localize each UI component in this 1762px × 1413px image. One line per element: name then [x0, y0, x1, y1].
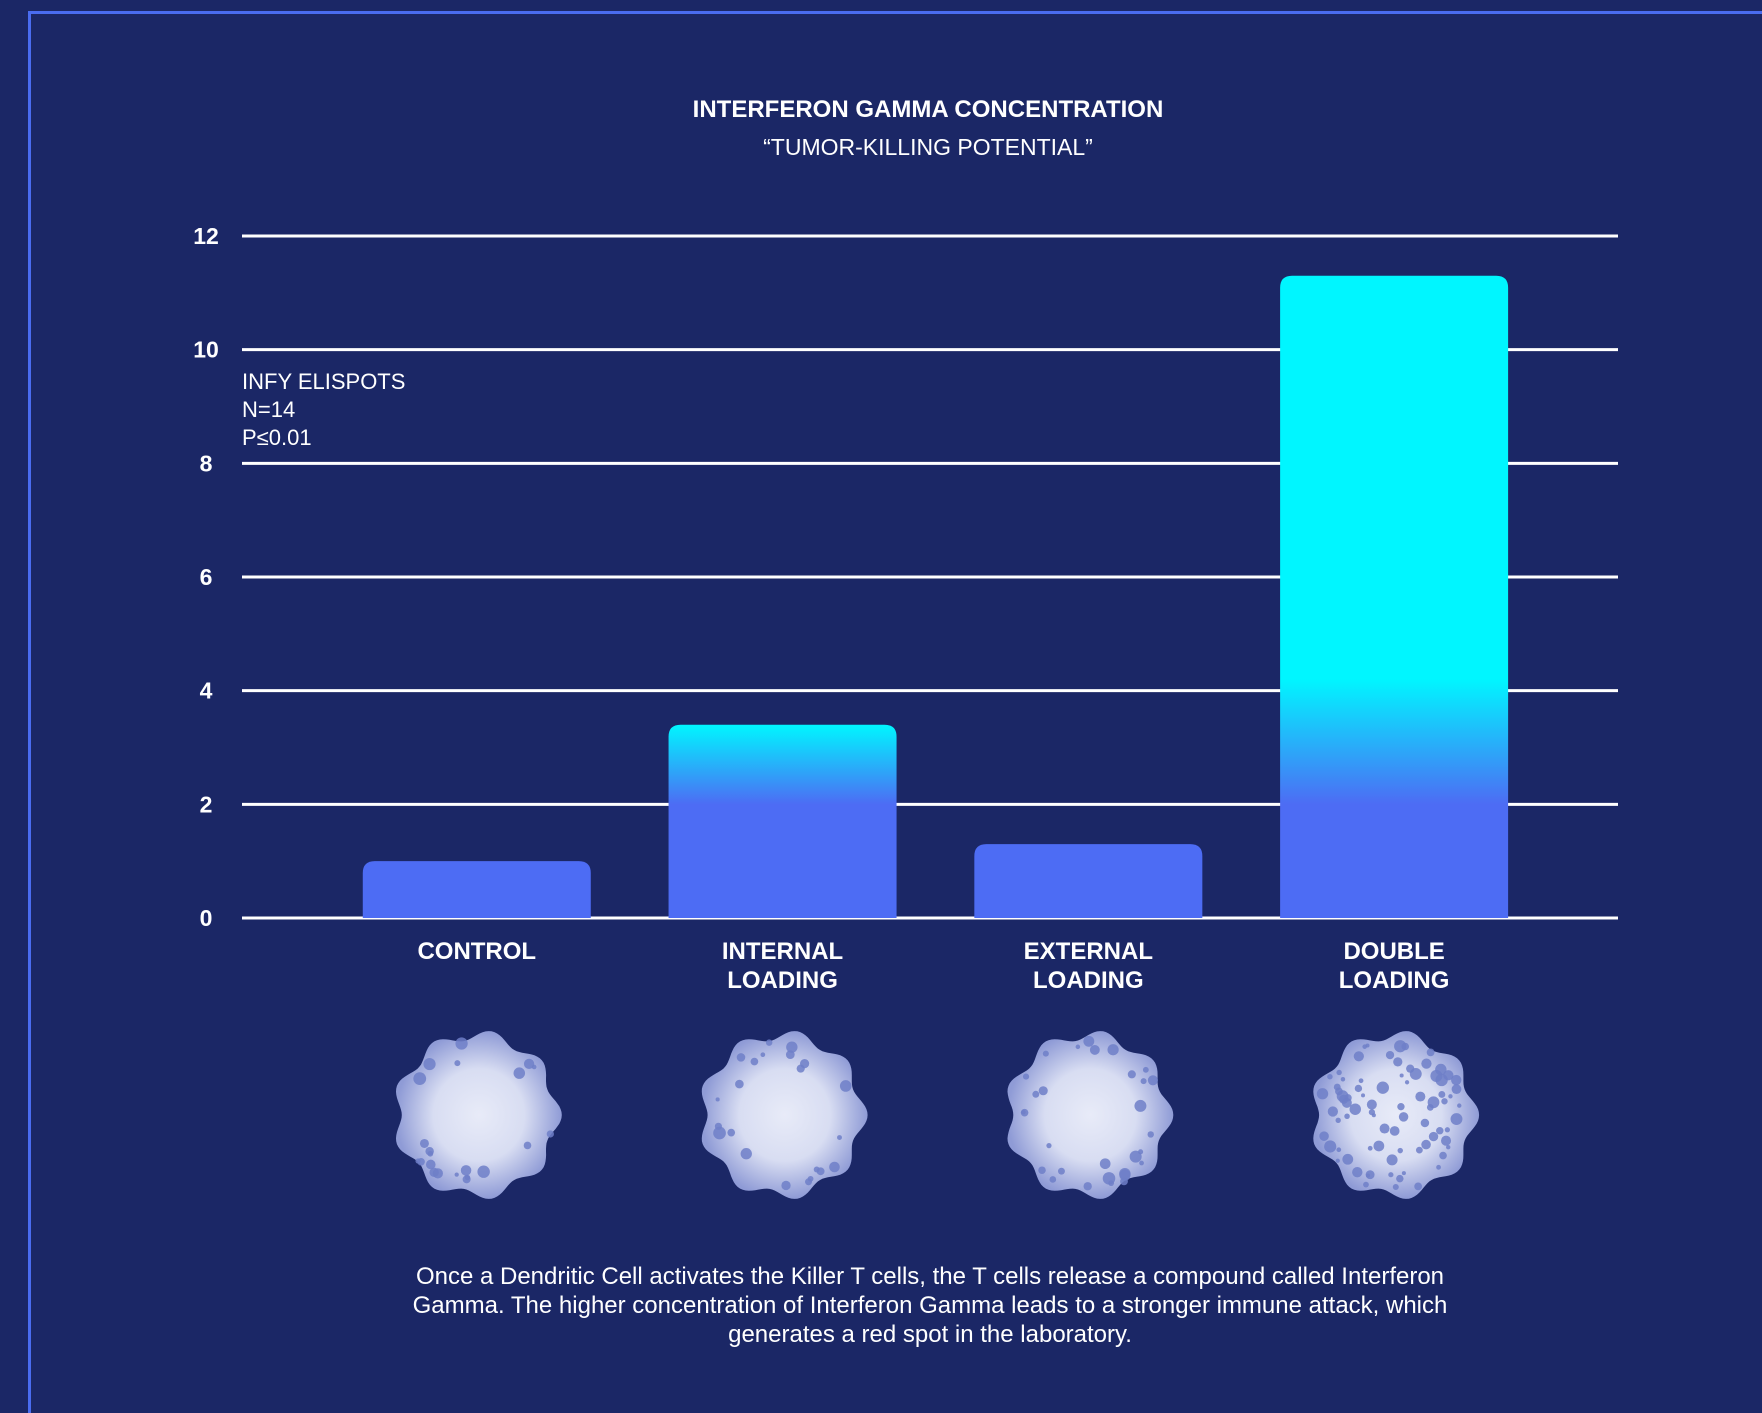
y-tick-label: 2 [200, 791, 213, 817]
annotation-line: N=14 [242, 397, 295, 422]
annotation-line: INFY ELISPOTS [242, 369, 405, 394]
annotation-line: P≤0.01 [242, 425, 312, 450]
bar [362, 861, 591, 918]
y-tick-label: 4 [200, 678, 213, 704]
y-tick-label: 6 [200, 564, 213, 590]
category-label: LOADING [1339, 967, 1450, 994]
y-tick-label: 12 [193, 223, 219, 249]
category-label: CONTROL [417, 938, 536, 965]
caption-text: Once a Dendritic Cell activates the Kill… [412, 1263, 1448, 1348]
y-tick-label: 10 [193, 337, 219, 363]
bar [1280, 275, 1509, 918]
chart-subtitle: “TUMOR-KILLING POTENTIAL” [763, 134, 1093, 160]
category-label: DOUBLE [1343, 938, 1444, 965]
many-spots-icon [1313, 1031, 1480, 1199]
category-labels: CONTROL INTERNALLOADINGEXTERNALLOADINGDOU… [417, 938, 1449, 994]
category-label: LOADING [727, 967, 838, 994]
chart-title: INTERFERON GAMMA CONCENTRATION [693, 96, 1164, 123]
category-label: LOADING [1033, 967, 1144, 994]
y-axis-ticks: 0 2 4 6 8 10 12 [193, 223, 219, 931]
few-spots-icon [396, 1031, 562, 1199]
few-spots-icon [701, 1031, 868, 1199]
category-label: EXTERNAL [1024, 938, 1153, 965]
cell-spot-images [396, 1031, 1480, 1199]
y-tick-label: 8 [200, 450, 213, 476]
bar [668, 724, 897, 918]
some-spots-icon [1007, 1031, 1174, 1199]
y-tick-label: 0 [200, 905, 213, 931]
chart-frame [28, 11, 1762, 1413]
bars [362, 275, 1509, 918]
category-label: INTERNAL [722, 938, 843, 965]
bar [974, 844, 1203, 918]
stats-annotation: INFY ELISPOTS N=14 P≤0.01 [242, 369, 405, 450]
